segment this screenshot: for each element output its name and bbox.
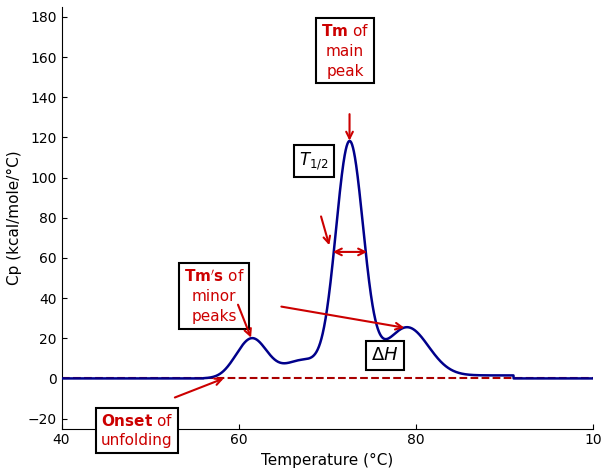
Text: $ΔH$: $ΔH$ bbox=[371, 346, 399, 364]
Text: $\mathbf{Tm's}$ of
minor
peaks: $\mathbf{Tm's}$ of minor peaks bbox=[183, 268, 244, 324]
Text: $\mathbf{Tm}$ of
main
peak: $\mathbf{Tm}$ of main peak bbox=[321, 23, 369, 78]
Y-axis label: Cp (kcal/mole/°C): Cp (kcal/mole/°C) bbox=[7, 151, 22, 285]
Text: $\mathbf{Onset}$ of
unfolding: $\mathbf{Onset}$ of unfolding bbox=[100, 413, 173, 448]
X-axis label: Temperature (°C): Temperature (°C) bbox=[261, 453, 393, 468]
Text: $T_{1/2}$: $T_{1/2}$ bbox=[300, 150, 329, 171]
